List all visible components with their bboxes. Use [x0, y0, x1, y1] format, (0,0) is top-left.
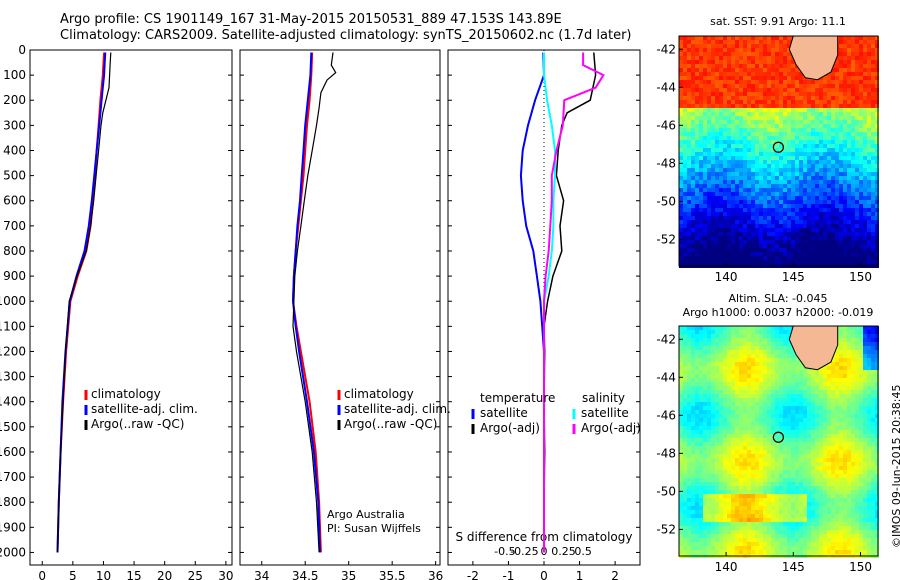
sla-map-land: [788, 325, 839, 371]
salinity-xtick-label: 34: [254, 569, 269, 580]
depth-tick-label: 100: [3, 68, 26, 82]
sla-map-xtick-label: 150: [849, 560, 872, 574]
sla-map-frame: [678, 325, 879, 557]
depth-tick-label: 1500: [0, 420, 26, 434]
temperature-line-sat: [56, 52, 107, 553]
legend-title-salinity: salinity: [582, 391, 625, 405]
salinity-line-sat: [291, 52, 321, 553]
figure-title-line1: Argo profile: CS 1901149_167 31-May-2015…: [60, 12, 562, 27]
temperature-xtick-label: 10: [96, 569, 111, 580]
difference-legend-label: Argo(-adj): [480, 421, 540, 435]
temperature-plot-frame: [29, 49, 233, 566]
salinity-xtick-label: 35: [341, 569, 356, 580]
depth-tick-label: 2000: [0, 545, 26, 559]
s-difference-xtick-label: 0.25: [551, 545, 576, 558]
depth-tick-label: 1600: [0, 445, 26, 459]
sst-map-xtick-label: 140: [715, 270, 738, 284]
temperature-xtick-label: 15: [126, 569, 141, 580]
temperature-xtick-label: 30: [218, 569, 233, 580]
temperature-legend-label: satellite-adj. clim.: [91, 402, 198, 416]
salinity-xtick-label: 36: [428, 569, 443, 580]
sst-map-ytick-label: -42: [656, 42, 676, 56]
sst-map-xtick-label: 145: [782, 270, 805, 284]
sla-map-xtick-label: 145: [782, 560, 805, 574]
temperature-xtick-label: 20: [157, 569, 172, 580]
sst-map-ytick-label: -46: [656, 118, 676, 132]
sla-map-ytick-label: -46: [656, 408, 676, 422]
temperature-xtick-label: 0: [38, 569, 46, 580]
sla-map-xtick-label: 140: [715, 560, 738, 574]
salinity-xtick-label: 35.5: [379, 569, 406, 580]
t-difference-xtick-label: 1: [576, 569, 584, 580]
salinity-legend-label: Argo(..raw -QC): [344, 417, 437, 431]
depth-tick-label: 300: [3, 118, 26, 132]
depth-tick-label: 1700: [0, 470, 26, 484]
depth-tick-label: 200: [3, 93, 26, 107]
difference-legend-label: satellite: [581, 406, 629, 420]
s-difference-xtick-label: 0.5: [574, 545, 592, 558]
temperature-line-clim: [56, 52, 106, 553]
depth-tick-label: 1100: [0, 319, 26, 333]
sla-map-ytick-label: -50: [656, 484, 676, 498]
temperature-legend-label: Argo(..raw -QC): [91, 417, 184, 431]
annotation-line1: Argo Australia: [327, 508, 405, 521]
salinity-xtick-label: 34.5: [292, 569, 319, 580]
depth-tick-label: 1300: [0, 370, 26, 384]
salinity-legend-label: climatology: [344, 387, 414, 401]
temperature-line-argo: [56, 52, 112, 553]
t-difference-xtick-label: 2: [611, 569, 619, 580]
temperature-xtick-label: 25: [188, 569, 203, 580]
depth-tick-label: 1000: [0, 294, 26, 308]
temperature-xtick-label: 5: [69, 569, 77, 580]
t-difference-xtick-label: 0: [540, 569, 548, 580]
depth-tick-label: 1400: [0, 395, 26, 409]
sst-map-title: sat. SST: 9.91 Argo: 11.1: [710, 15, 846, 28]
depth-tick-label: 1900: [0, 520, 26, 534]
sst-map-ytick-label: -52: [656, 232, 676, 246]
sst-map-xtick-label: 150: [849, 270, 872, 284]
depth-tick-label: 600: [3, 194, 26, 208]
difference-legend-label: Argo(-adj): [581, 421, 641, 435]
argo-float-marker: [772, 141, 784, 153]
sla-map-title: Altim. SLA: -0.045: [728, 292, 827, 305]
sla-map-subtitle: Argo h1000: 0.0037 h2000: -0.019: [683, 306, 874, 319]
s-difference-xtick-label: -0.5: [494, 545, 515, 558]
annotation-line2: PI: Susan Wijffels: [327, 522, 421, 535]
salinity-legend-label: satellite-adj. clim.: [344, 402, 451, 416]
sla-map-ytick-label: -42: [656, 332, 676, 346]
depth-tick-label: 0: [18, 43, 26, 57]
depth-tick-label: 1800: [0, 495, 26, 509]
difference-line-argo_s: [543, 52, 605, 553]
t-difference-xtick-label: -1: [502, 569, 514, 580]
legend-title-temperature: temperature: [480, 391, 555, 405]
argo-float-marker: [772, 431, 784, 443]
sst-map-ytick-label: -50: [656, 194, 676, 208]
depth-tick-label: 800: [3, 244, 26, 258]
sst-map-ytick-label: -44: [656, 80, 676, 94]
depth-tick-label: 500: [3, 169, 26, 183]
depth-tick-label: 900: [3, 269, 26, 283]
depth-tick-label: 700: [3, 219, 26, 233]
sla-map-ytick-label: -48: [656, 446, 676, 460]
t-difference-xtick-label: -2: [467, 569, 479, 580]
temperature-legend-label: climatology: [91, 387, 161, 401]
s-difference-xtick-label: -0.25: [510, 545, 538, 558]
difference-line-sat_s: [543, 52, 556, 553]
sst-map-frame: [678, 35, 879, 267]
credit-text: ©IMOS 09-Jun-2015 20:38:45: [890, 384, 900, 548]
salinity-plot-frame: [239, 49, 441, 566]
depth-tick-label: 1200: [0, 344, 26, 358]
sla-map-ytick-label: -44: [656, 370, 676, 384]
sst-map-land: [788, 35, 839, 81]
difference-line-sat: [519, 52, 546, 553]
figure-title-line2: Climatology: CARS2009. Satellite-adjuste…: [60, 28, 632, 43]
sst-map-ytick-label: -48: [656, 156, 676, 170]
depth-tick-label: 400: [3, 143, 26, 157]
salinity-line-argo: [292, 52, 337, 553]
difference-legend-label: satellite: [480, 406, 528, 420]
sla-map-ytick-label: -52: [656, 522, 676, 536]
